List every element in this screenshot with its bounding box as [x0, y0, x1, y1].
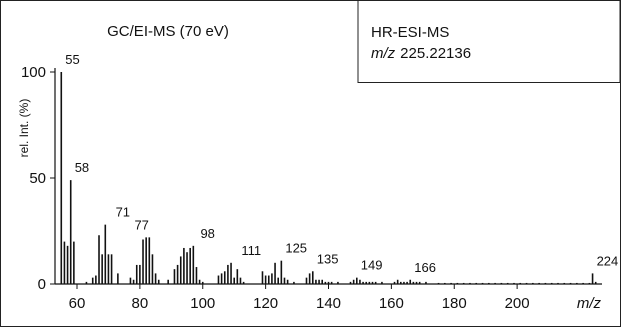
x-tick-label: 140 [316, 295, 341, 312]
peak-label: 135 [317, 251, 339, 266]
x-tick-label: 200 [505, 295, 530, 312]
peak-label: 71 [116, 205, 130, 220]
y-tick-label: 0 [38, 276, 46, 293]
x-tick-label: 180 [442, 295, 467, 312]
inset-title: HR-ESI-MS [371, 24, 449, 41]
x-tick-label: 160 [379, 295, 404, 312]
peak-label: 58 [75, 160, 89, 175]
x-tick-label: 120 [253, 295, 278, 312]
chart-title: GC/EI-MS (70 eV) [107, 23, 229, 40]
peak-label: 149 [361, 258, 383, 273]
y-axis-label: rel. Int. (%) [17, 99, 31, 158]
peak-labels: 55 58 71 77 98 111 125 135 149 166 224 [65, 52, 618, 275]
x-tick-label: 80 [132, 295, 149, 312]
x-tick-label: 60 [69, 295, 86, 312]
x-axis-label: m/z [577, 295, 602, 312]
peak-label: 98 [200, 226, 214, 241]
x-tick-label: 100 [190, 295, 215, 312]
inset-mz-value: 225.22136 [400, 45, 471, 62]
inset-mass: m/z 225.22136 [371, 45, 471, 62]
peak-label: 166 [414, 260, 436, 275]
peak-label: 111 [241, 243, 261, 258]
inset-mz-label: m/z [371, 45, 396, 62]
peak-label: 77 [134, 217, 148, 232]
peak-label: 55 [65, 52, 79, 67]
axes: 0 50 100 60 80 100 120 140 160 180 200 [21, 64, 602, 312]
y-tick-label: 50 [29, 170, 46, 187]
y-tick-label: 100 [21, 64, 46, 81]
peak-label: 125 [285, 241, 307, 256]
peak-label: 224 [597, 253, 619, 268]
inset-box [357, 0, 621, 83]
